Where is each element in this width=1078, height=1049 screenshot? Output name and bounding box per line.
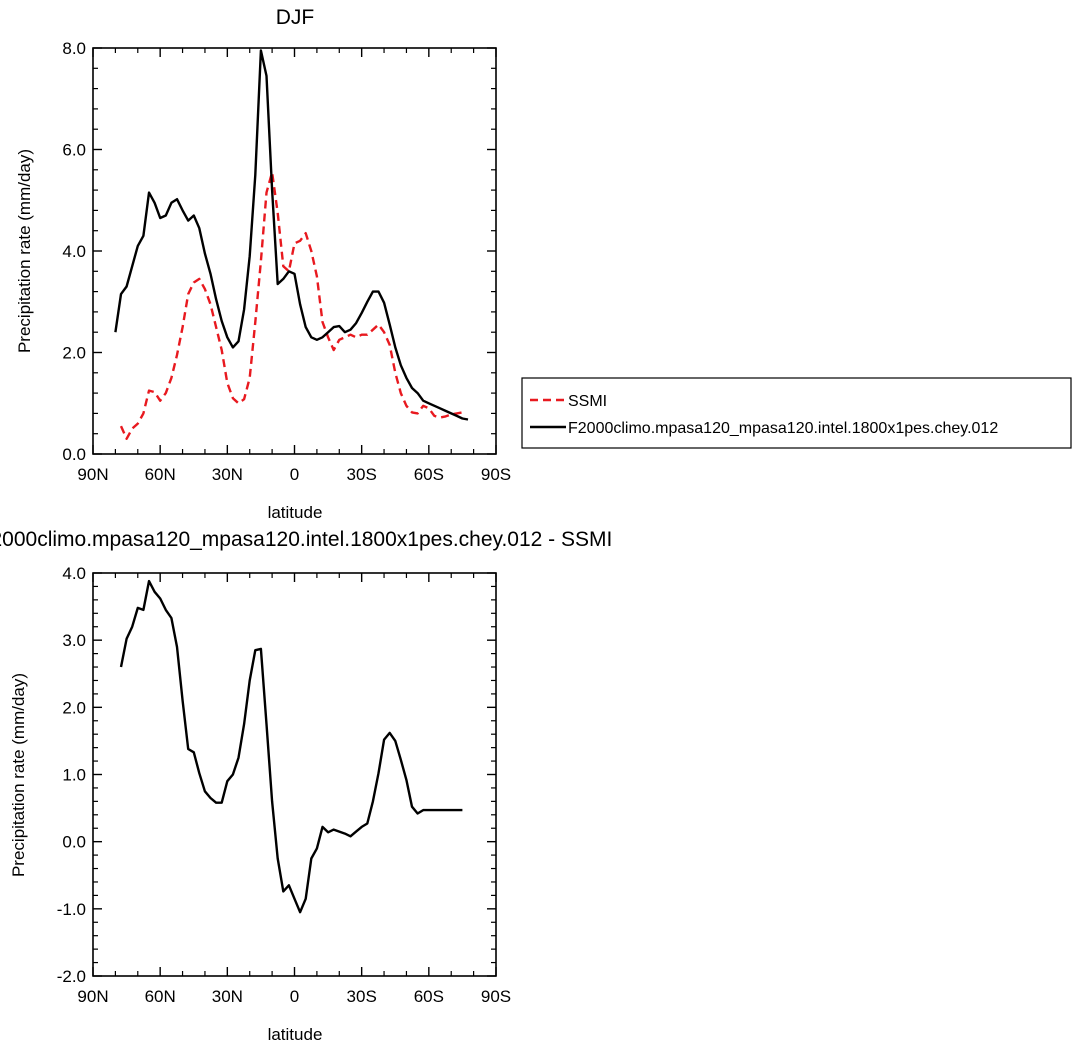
series-line-ssmi	[119, 171, 463, 440]
chart-title: DJF	[276, 6, 315, 29]
x-tick-label: 90S	[481, 465, 511, 484]
y-tick-label: 0.0	[62, 833, 86, 852]
chart-title: F2000climo.mpasa120_mpasa120.intel.1800x…	[0, 528, 612, 551]
x-tick-label: 60N	[145, 465, 176, 484]
x-axis-label: latitude	[268, 503, 323, 522]
y-axis-label: Precipitation rate (mm/day)	[15, 149, 34, 353]
series-group	[119, 579, 463, 914]
series-line-difference	[119, 579, 463, 914]
x-tick-label: 30N	[212, 465, 243, 484]
panel-difference: F2000climo.mpasa120_mpasa120.intel.1800x…	[0, 528, 612, 1044]
legend-label-model: F2000climo.mpasa120_mpasa120.intel.1800x…	[568, 420, 998, 437]
x-tick-label: 60S	[414, 987, 444, 1006]
series-group	[114, 49, 469, 440]
panel-djf: DJF 90N 60N 30N 0 30S 60S 90S 0.0 2.0 4.0 6.0 8.0 l…	[15, 6, 1072, 522]
y-tick-label: 6.0	[62, 141, 86, 160]
y-tick-label: 2.0	[62, 344, 86, 363]
y-tick-label: 3.0	[62, 631, 86, 650]
x-axis-label: latitude	[268, 1025, 323, 1044]
ticks-group: 90N 60N 30N 0 30S 60S 90S 0.0 2.0 4.0 6.0 8.0	[62, 39, 511, 484]
x-tick-label: 60N	[145, 987, 176, 1006]
x-tick-label: 30S	[347, 465, 377, 484]
legend: SSMI F2000climo.mpasa120_mpasa120.intel.…	[521, 377, 1072, 449]
y-tick-label: 0.0	[62, 445, 86, 464]
y-axis-label: Precipitation rate (mm/day)	[9, 673, 28, 877]
plot-frame	[92, 47, 497, 455]
y-tick-label: 2.0	[62, 698, 86, 717]
legend-label-ssmi: SSMI	[568, 393, 607, 410]
x-tick-label: 60S	[414, 465, 444, 484]
y-tick-label: -2.0	[57, 967, 86, 986]
x-tick-label: 30S	[347, 987, 377, 1006]
x-tick-label: 90N	[77, 987, 108, 1006]
ticks-group: 90N 60N 30N 0 30S 60S 90S -2.0 -1.0 0.0 1.0 2.0 3.0 4…	[57, 564, 511, 1006]
x-tick-label: 0	[290, 987, 299, 1006]
y-tick-label: -1.0	[57, 900, 86, 919]
legend-box	[521, 377, 1072, 449]
y-tick-label: 4.0	[62, 564, 86, 583]
x-tick-label: 30N	[212, 987, 243, 1006]
x-tick-label: 90S	[481, 987, 511, 1006]
y-tick-label: 1.0	[62, 766, 86, 785]
y-tick-label: 4.0	[62, 242, 86, 261]
y-tick-label: 8.0	[62, 39, 86, 58]
x-tick-label: 90N	[77, 465, 108, 484]
series-line-model	[114, 49, 469, 421]
x-tick-label: 0	[290, 465, 299, 484]
plot-frame	[92, 572, 497, 977]
